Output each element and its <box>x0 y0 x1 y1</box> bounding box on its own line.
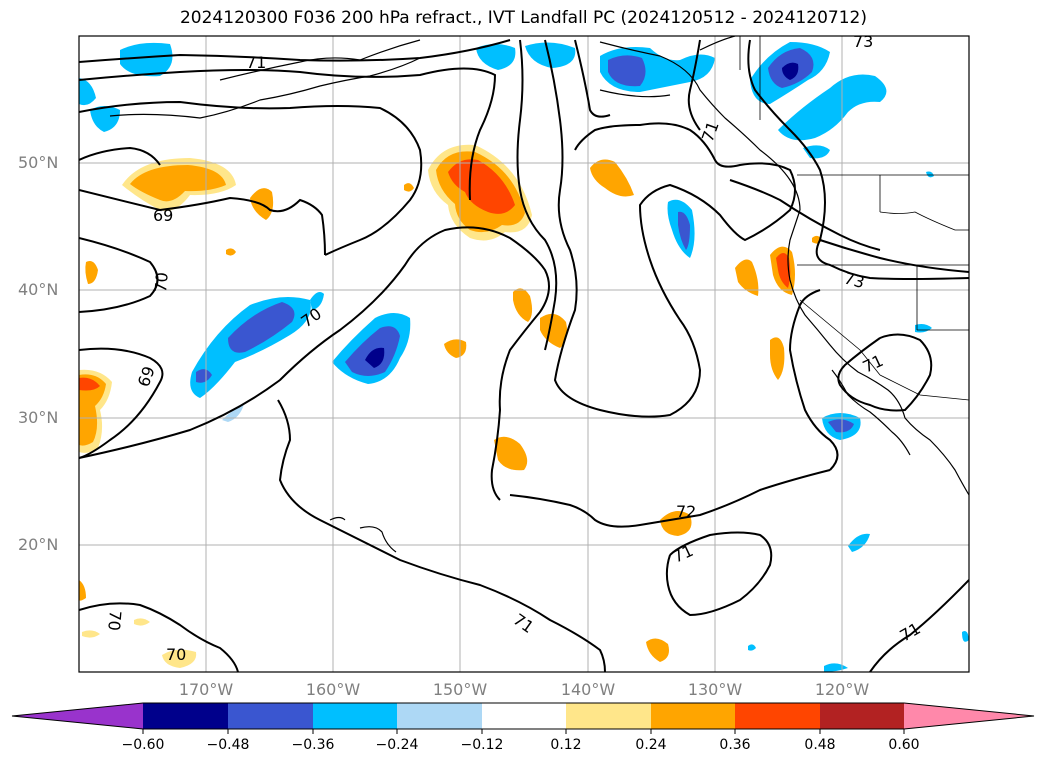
colorbar-bin <box>397 703 482 729</box>
colorbar-tick-label: −0.48 <box>206 737 250 753</box>
coastline <box>109 36 969 553</box>
contour-label: 69 <box>134 364 159 390</box>
colorbar-bin <box>820 703 904 729</box>
colorbar-bin <box>735 703 820 729</box>
colorbar <box>11 702 1035 734</box>
colorbar-tick-label: 0.60 <box>888 737 920 753</box>
colorbar-tick-label: 0.36 <box>719 737 751 753</box>
contour-label: 70 <box>104 610 125 632</box>
colorbar-bin <box>143 703 228 729</box>
lat-label: 30°N <box>18 408 59 427</box>
contour-lines <box>79 39 969 672</box>
grid-lines <box>79 36 969 672</box>
colorbar-tick-label: −0.12 <box>460 737 504 753</box>
state-borders <box>739 36 969 401</box>
contour-label: 70 <box>151 271 172 293</box>
contour-label: 71 <box>246 53 266 72</box>
lon-label: 130°W <box>687 680 743 699</box>
colorbar-bin <box>482 703 566 729</box>
colorbar-bin <box>651 703 735 729</box>
contour-label: 72 <box>676 502 696 521</box>
colorbar-bin <box>566 703 651 729</box>
colorbar-tick-label: −0.36 <box>291 737 335 753</box>
lon-label: 160°W <box>305 680 361 699</box>
negative-anomaly-blob <box>79 42 969 672</box>
contour-label: 73 <box>842 269 867 293</box>
map-frame <box>78 35 970 673</box>
shaded-field <box>79 42 969 672</box>
colorbar-bin <box>313 703 397 729</box>
lat-label: 20°N <box>18 535 59 554</box>
lon-label: 150°W <box>432 680 488 699</box>
colorbar-extend-low <box>12 703 143 729</box>
lat-label: 50°N <box>18 153 59 172</box>
colorbar-extend-high <box>904 703 1034 729</box>
colorbar-tick-label: 0.24 <box>635 737 667 753</box>
contour-label: 73 <box>853 32 873 51</box>
colorbar-bin <box>228 703 313 729</box>
colorbar-tick-label: −0.24 <box>375 737 419 753</box>
lon-label: 140°W <box>560 680 616 699</box>
lon-label: 170°W <box>178 680 234 699</box>
map-title: 2024120300 F036 200 hPa refract., IVT La… <box>179 8 867 28</box>
lat-label: 40°N <box>18 280 59 299</box>
lon-label: 120°W <box>814 680 870 699</box>
contour-label: 70 <box>166 645 186 664</box>
contour-label: 69 <box>153 206 173 225</box>
contour-label: 71 <box>510 610 538 637</box>
colorbar-tick-label: 0.48 <box>804 737 836 753</box>
colorbar-tick-label: −0.60 <box>121 737 165 753</box>
colorbar-tick-label: 0.12 <box>550 737 582 753</box>
positive-anomaly-blob <box>79 144 822 668</box>
